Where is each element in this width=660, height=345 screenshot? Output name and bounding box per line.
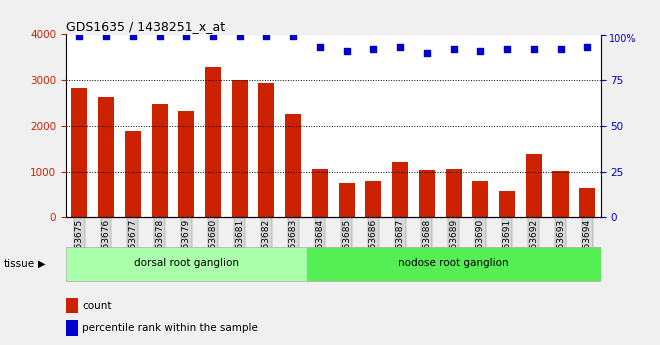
Point <box>261 33 272 39</box>
Bar <box>125 131 141 217</box>
Point <box>181 33 191 39</box>
Bar <box>579 188 595 217</box>
Point <box>475 48 486 54</box>
Point <box>502 46 512 52</box>
Point <box>154 33 165 39</box>
Bar <box>71 88 87 217</box>
Point <box>234 33 245 39</box>
Point <box>529 46 539 52</box>
Bar <box>259 83 275 217</box>
Text: count: count <box>82 301 112 311</box>
Bar <box>526 154 542 217</box>
Text: ▶: ▶ <box>38 259 45 269</box>
Point <box>422 50 432 56</box>
Bar <box>392 162 408 217</box>
Bar <box>339 183 354 217</box>
Point <box>448 46 459 52</box>
Bar <box>366 181 381 217</box>
FancyBboxPatch shape <box>66 247 307 281</box>
Text: dorsal root ganglion: dorsal root ganglion <box>134 258 239 268</box>
Point <box>555 46 566 52</box>
Point <box>582 45 593 50</box>
Bar <box>98 97 114 217</box>
FancyBboxPatch shape <box>307 247 601 281</box>
Bar <box>473 181 488 217</box>
Text: nodose root ganglion: nodose root ganglion <box>398 258 509 268</box>
Bar <box>285 114 301 217</box>
Bar <box>419 170 435 217</box>
Point <box>127 33 138 39</box>
Bar <box>232 80 248 217</box>
Point <box>208 33 218 39</box>
Bar <box>178 111 194 217</box>
Bar <box>66 320 78 336</box>
Text: tissue: tissue <box>3 259 34 269</box>
Point <box>341 48 352 54</box>
Bar <box>205 67 221 217</box>
Text: GDS1635 / 1438251_x_at: GDS1635 / 1438251_x_at <box>66 20 225 33</box>
Point <box>74 33 84 39</box>
Bar <box>152 104 168 217</box>
Bar <box>446 169 461 217</box>
Bar <box>66 298 78 313</box>
Text: percentile rank within the sample: percentile rank within the sample <box>82 323 258 333</box>
Text: 100%: 100% <box>609 34 636 45</box>
Bar <box>552 171 568 217</box>
Point <box>101 33 112 39</box>
Bar <box>499 191 515 217</box>
Point <box>368 46 379 52</box>
Point <box>395 45 405 50</box>
Point <box>315 45 325 50</box>
Point <box>288 33 298 39</box>
Bar <box>312 169 328 217</box>
